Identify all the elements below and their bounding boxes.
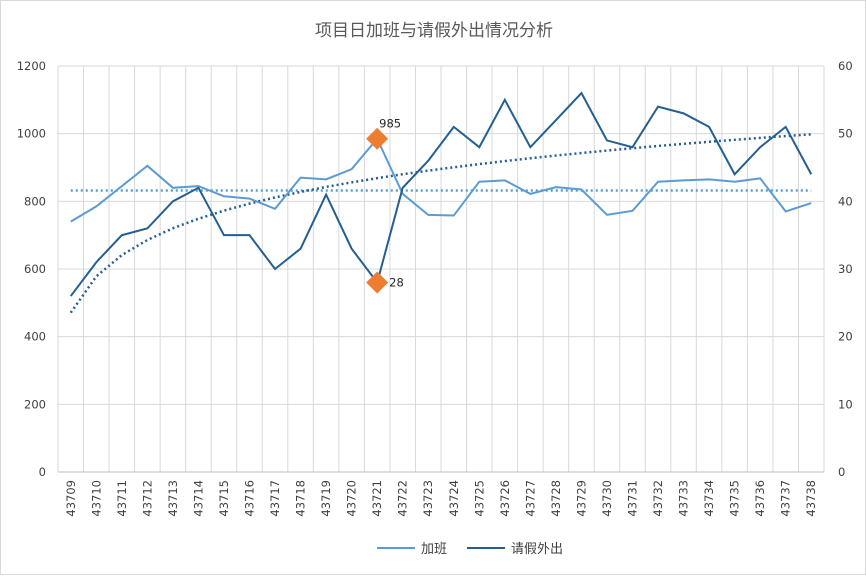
x-tick-label: 43712 <box>140 480 154 517</box>
x-tick-label: 43730 <box>600 480 614 517</box>
x-tick-label: 43735 <box>728 480 742 517</box>
x-tick-label: 43727 <box>523 480 537 517</box>
y-right-tick-label: 40 <box>838 194 853 208</box>
x-tick-label: 43718 <box>294 480 308 517</box>
x-tick-label: 43711 <box>115 480 129 517</box>
x-tick-label: 43724 <box>447 480 461 517</box>
x-tick-label: 43716 <box>243 480 257 517</box>
y-left-tick-label: 1000 <box>17 127 46 141</box>
y-right-tick-label: 0 <box>838 465 845 479</box>
x-tick-label: 43719 <box>319 480 333 517</box>
x-tick-label: 43715 <box>217 480 231 517</box>
y-right-tick-label: 20 <box>838 330 853 344</box>
x-tick-label: 43709 <box>64 480 78 517</box>
x-tick-label: 43723 <box>421 480 435 517</box>
x-tick-label: 43731 <box>626 480 640 517</box>
annotations: 985 28 <box>366 117 404 294</box>
leave-trendline <box>69 133 812 314</box>
legend-label-leave: 请假外出 <box>511 542 563 557</box>
data-label: 985 <box>379 117 401 131</box>
series-lines <box>69 91 813 314</box>
y-left-tick-label: 600 <box>24 262 46 276</box>
x-tick-label: 43713 <box>166 480 180 517</box>
x-tick-label: 43721 <box>370 480 384 517</box>
y-right-tick-label: 30 <box>838 262 853 276</box>
x-tick-label: 43732 <box>651 480 665 517</box>
y-left-tick-label: 200 <box>24 397 46 411</box>
legend-label-overtime: 加班 <box>421 542 447 557</box>
series-line-leave <box>69 91 813 297</box>
series-line-overtime <box>70 136 812 223</box>
x-tick-label: 43736 <box>753 480 767 517</box>
axes: 0 200 400 600 800 1000 1200 0 10 20 30 40 50 60 43709 4… <box>17 59 853 517</box>
x-tick-label: 43737 <box>779 480 793 517</box>
grid-lines <box>57 65 825 472</box>
x-tick-label: 43733 <box>677 480 691 517</box>
chart-title: 项目日加班与请假外出情况分析 <box>315 21 553 41</box>
y-right-tick-label: 10 <box>838 397 853 411</box>
x-tick-label: 43717 <box>268 480 282 517</box>
x-tick-label: 43738 <box>804 480 818 517</box>
x-tick-label: 43714 <box>191 480 205 517</box>
y-left-tick-label: 800 <box>24 194 46 208</box>
y-left-tick-label: 0 <box>39 465 46 479</box>
x-tick-label: 43722 <box>396 480 410 517</box>
legend: 加班 请假外出 <box>377 542 563 557</box>
highlight-marker <box>366 271 389 294</box>
data-label: 28 <box>389 276 404 290</box>
x-tick-label: 43728 <box>549 480 563 517</box>
highlight-marker <box>366 127 389 150</box>
x-tick-label: 43729 <box>574 480 588 517</box>
x-tick-label: 43734 <box>702 480 716 517</box>
y-left-tick-label: 400 <box>24 330 46 344</box>
y-right-tick-label: 60 <box>838 59 853 73</box>
x-tick-label: 43710 <box>89 480 103 517</box>
y-right-tick-label: 50 <box>838 127 853 141</box>
x-tick-label: 43720 <box>345 480 359 517</box>
x-tick-label: 43726 <box>498 480 512 517</box>
y-left-tick-label: 1200 <box>17 59 46 73</box>
x-tick-label: 43725 <box>472 480 486 517</box>
